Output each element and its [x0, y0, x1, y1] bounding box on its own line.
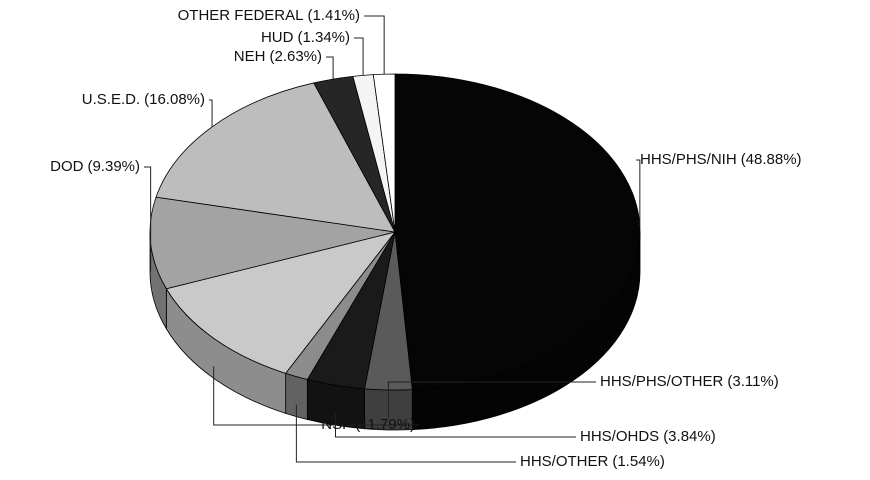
category-label: HHS/PHS/OTHER [600, 373, 724, 390]
slice-label: HHS/OTHER (1.54%) [520, 453, 665, 470]
category-label: U.S.E.D. [82, 91, 140, 108]
slice-label: HHS/PHS/OTHER (3.11%) [600, 373, 779, 390]
leader-line [213, 366, 419, 426]
value-label: (3.84%) [663, 428, 716, 445]
value-label: (11.79%) [355, 416, 415, 433]
value-label: (3.11%) [727, 373, 778, 390]
category-label: OTHER FEDERAL [178, 7, 304, 24]
slice [165, 231, 397, 374]
value-label: (1.54%) [612, 453, 665, 470]
leader-line [144, 166, 152, 272]
leader-line [636, 159, 641, 227]
category-label: NEH [234, 48, 266, 65]
slice-label: HHS/PHS/NIH (48.88%) [640, 151, 802, 168]
value-label: (1.41%) [307, 7, 360, 24]
slice-label: U.S.E.D. (16.08%) [82, 91, 205, 108]
slice-label: NEH (2.63%) [234, 48, 322, 65]
value-label: (9.39%) [87, 158, 140, 175]
category-label: HHS/OTHER [520, 453, 609, 470]
slice [155, 82, 396, 233]
leader-line [364, 15, 385, 75]
category-label: NSF [321, 416, 351, 433]
slice-label: HUD (1.34%) [261, 29, 350, 46]
leader-line [209, 99, 213, 127]
value-label: (1.34%) [297, 29, 350, 46]
leader-line [354, 37, 364, 76]
leader-line [387, 381, 596, 418]
slice-label: OTHER FEDERAL (1.41%) [178, 7, 360, 24]
leader-line [295, 404, 516, 463]
slice-label: NSF (11.79%) [321, 416, 415, 433]
category-label: HHS/OHDS [580, 428, 659, 445]
leader-line [334, 413, 576, 438]
category-label: DOD [50, 158, 84, 175]
value-label: (48.88%) [741, 151, 802, 168]
value-label: (16.08%) [144, 91, 205, 108]
category-label: HUD [261, 29, 294, 46]
leader-line [326, 56, 334, 80]
category-label: HHS/PHS/NIH [640, 151, 737, 168]
slice-label: DOD (9.39%) [50, 158, 140, 175]
value-label: (2.63%) [269, 48, 322, 65]
slice-label: HHS/OHDS (3.84%) [580, 428, 716, 445]
